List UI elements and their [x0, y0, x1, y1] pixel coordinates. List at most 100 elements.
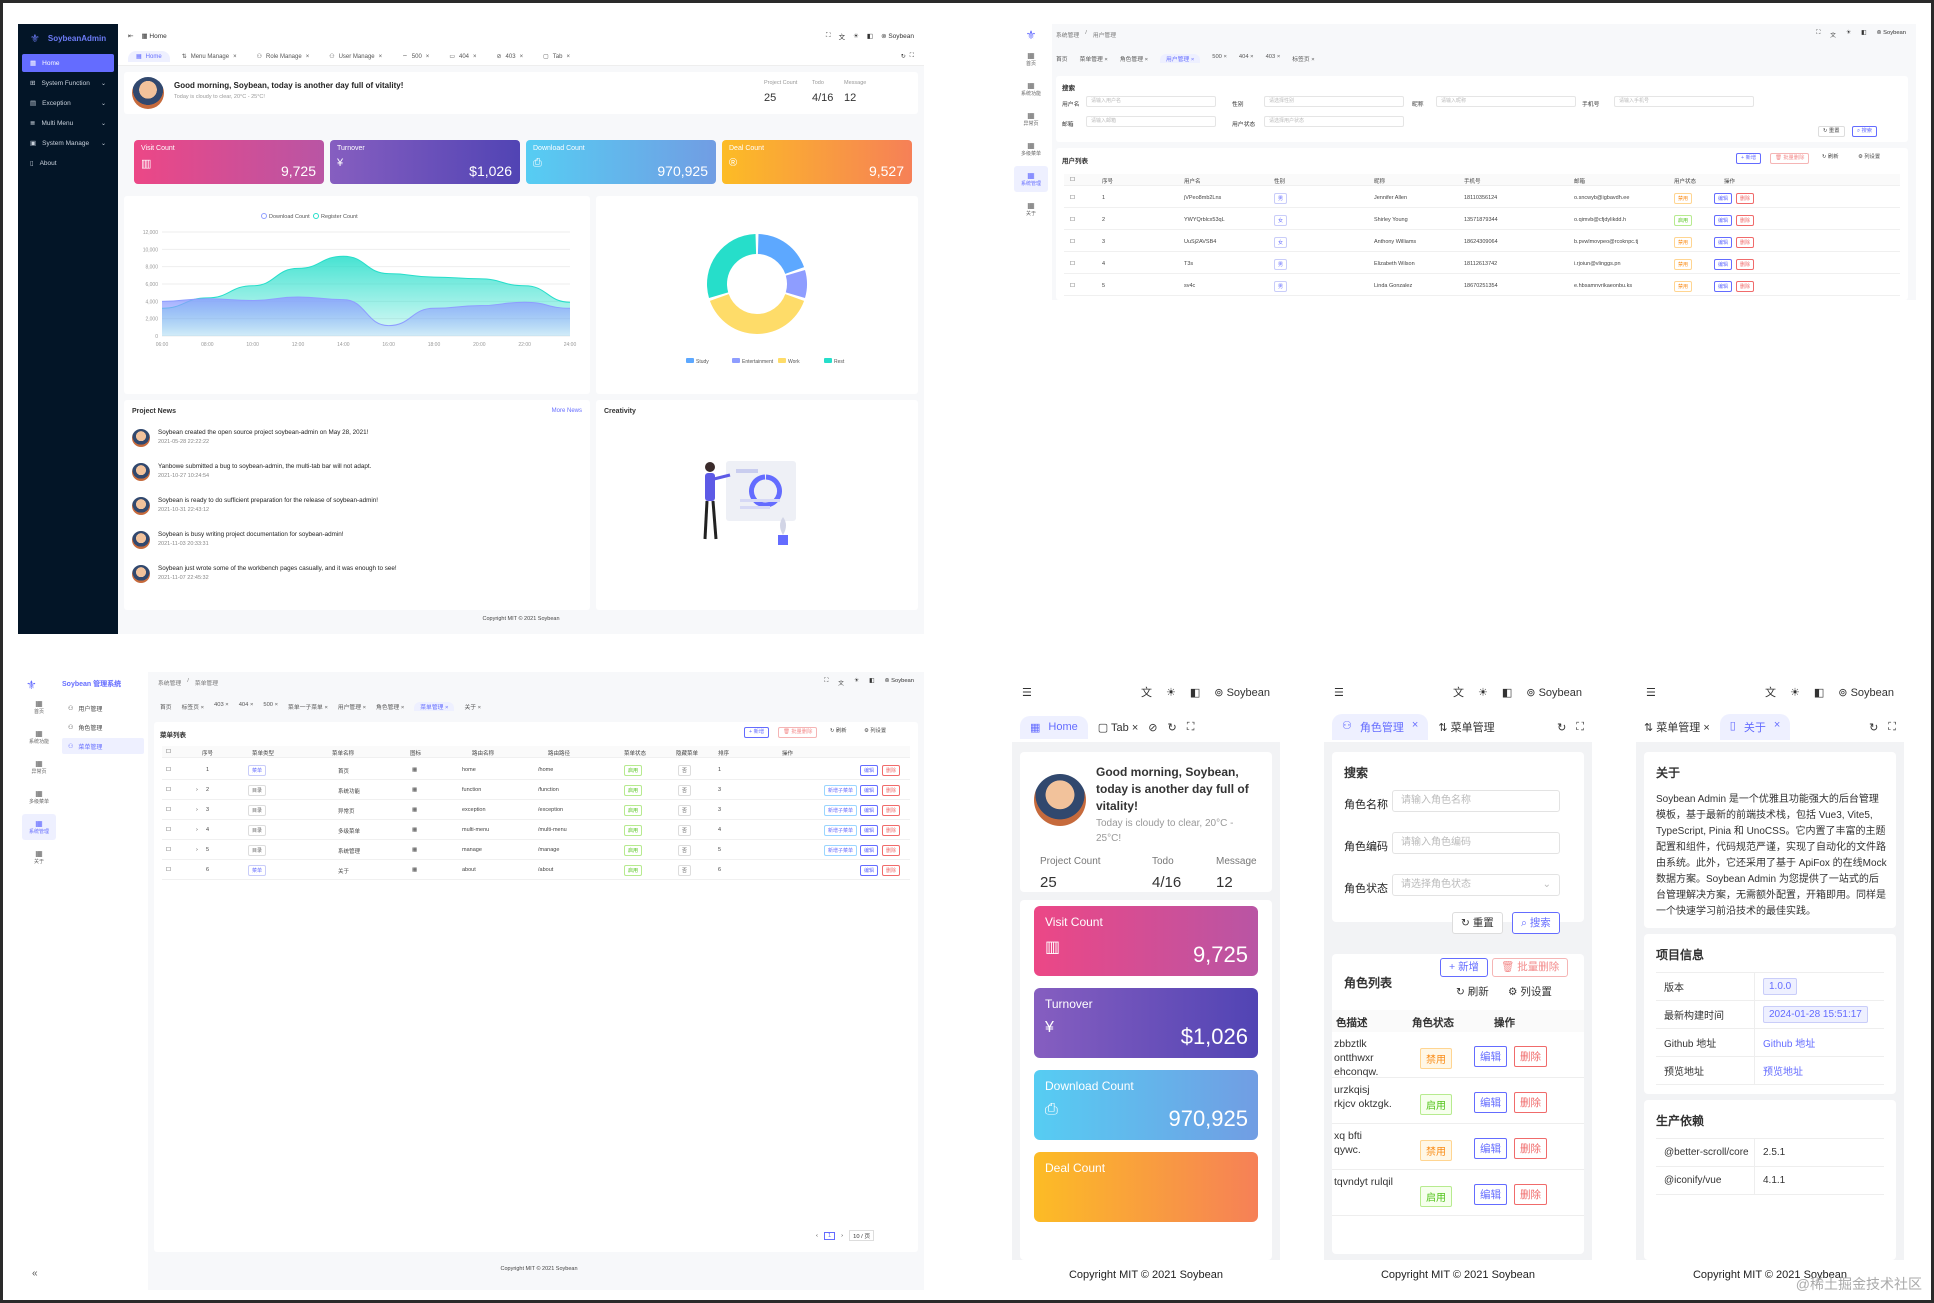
theme-config-icon[interactable]: ◧ — [869, 678, 875, 684]
translate-icon[interactable]: 文 — [1765, 687, 1776, 699]
add-button[interactable]: + 新增 — [744, 727, 770, 738]
collapse-sidebar-icon[interactable]: « — [32, 1268, 38, 1279]
delete-button[interactable]: 删除 — [1514, 1138, 1547, 1159]
breadcrumb-item[interactable]: 系统管理 — [158, 681, 182, 687]
batch-delete-button[interactable]: 🗑 批量删除 — [1492, 958, 1569, 977]
close-icon[interactable]: × — [322, 705, 328, 711]
delete-button[interactable]: 删除 — [882, 785, 901, 796]
pie-slice[interactable] — [709, 294, 805, 334]
add-child-button[interactable]: 新增子菜单 — [824, 845, 858, 856]
row-checkbox[interactable]: ☐ — [1070, 217, 1075, 223]
tab-403[interactable]: ⊘ 403 × — [496, 53, 524, 61]
search-button[interactable]: ⌕ 搜索 — [1512, 912, 1560, 934]
column-settings-button[interactable]: ⚙ 列设置 — [1854, 153, 1885, 164]
tab[interactable]: 403 × — [1266, 54, 1281, 63]
tab[interactable]: 标签页 × — [182, 702, 204, 711]
edit-button[interactable]: 编辑 — [1474, 1184, 1507, 1205]
user-menu[interactable]: ⊚ Soybean — [1876, 30, 1906, 36]
theme-icon[interactable]: ☀ — [1166, 686, 1176, 699]
theme-config-icon[interactable]: ◧ — [866, 33, 874, 40]
sidebar-item[interactable]: ▦ 异常页 — [1014, 106, 1048, 132]
close-icon[interactable]: × — [199, 705, 205, 711]
edit-button[interactable]: 编辑 — [860, 765, 879, 776]
row-checkbox[interactable]: ☐ — [166, 767, 171, 773]
legend-label[interactable]: Rest — [834, 359, 845, 365]
legend-label[interactable]: Download Count — [269, 214, 310, 220]
edit-button[interactable]: 编辑 — [860, 845, 879, 856]
translate-icon[interactable]: 文 — [1453, 687, 1464, 699]
tab-tab[interactable]: ▢ Tab × — [1097, 721, 1139, 734]
edit-button[interactable]: 编辑 — [860, 785, 879, 796]
menu-item-home[interactable]: ▦ Home — [22, 54, 114, 72]
column-settings-button[interactable]: ⚙ 列设置 — [1500, 984, 1560, 1003]
row-checkbox[interactable]: ☐ — [166, 807, 171, 813]
edit-button[interactable]: 编辑 — [1714, 259, 1733, 270]
tab[interactable]: 首页 — [160, 702, 172, 711]
search-button[interactable]: ⌕ 搜索 — [1852, 126, 1878, 137]
expand-icon[interactable]: › — [196, 787, 198, 793]
close-icon[interactable]: × — [1309, 57, 1315, 63]
breadcrumb-item[interactable]: 菜单管理 — [194, 681, 219, 687]
close-icon[interactable]: × — [1189, 57, 1195, 63]
add-child-button[interactable]: 新增子菜单 — [824, 825, 858, 836]
link[interactable]: 预览地址 — [1763, 1067, 1803, 1078]
tab[interactable]: 角色管理 × — [1120, 54, 1148, 63]
delete-button[interactable]: 删除 — [1736, 259, 1755, 270]
field-input[interactable]: 请输入手机号 — [1614, 96, 1754, 107]
add-child-button[interactable]: 新增子菜单 — [824, 805, 858, 816]
edit-button[interactable]: 编辑 — [1714, 193, 1733, 204]
theme-icon[interactable]: ☀ — [1845, 30, 1852, 36]
delete-button[interactable]: 删除 — [882, 865, 901, 876]
fullscreen-icon[interactable]: ⛶ — [824, 678, 829, 684]
role-status-select[interactable]: 请选择角色状态 ⌄ — [1392, 874, 1560, 896]
tab[interactable]: 标签页 × — [1292, 54, 1314, 63]
edit-button[interactable]: 编辑 — [1474, 1138, 1507, 1159]
more-news-link[interactable]: More News — [551, 408, 582, 414]
submenu-item[interactable]: ⚇ 角色管理 — [62, 719, 144, 735]
row-checkbox[interactable]: ☐ — [1070, 239, 1075, 245]
sidebar-item[interactable]: ▦ 系统管理 — [1014, 166, 1048, 192]
tab-menu-manage[interactable]: ⇅ Menu Manage × — [181, 53, 237, 61]
batch-delete-button[interactable]: 🗑 批量删除 — [1770, 153, 1810, 164]
next-page-icon[interactable]: › — [841, 1232, 844, 1239]
user-menu[interactable]: ⊚ Soybean — [884, 678, 914, 684]
field-input[interactable]: 请输入用户名 — [1086, 96, 1216, 107]
fullscreen-icon[interactable]: ⛶ — [1816, 30, 1821, 36]
menu-item-exception[interactable]: ▤ Exception ⌄ — [22, 94, 114, 112]
translate-icon[interactable]: 文 — [1830, 33, 1836, 39]
theme-icon[interactable]: ☀ — [1790, 686, 1800, 699]
sidebar-item[interactable]: ▦ 多级菜单 — [1014, 136, 1048, 162]
row-checkbox[interactable]: ☐ — [1070, 261, 1075, 267]
edit-button[interactable]: 编辑 — [1714, 215, 1733, 226]
breadcrumb-item[interactable]: 用户管理 — [1092, 33, 1117, 39]
legend-label[interactable]: Entertainment — [742, 359, 774, 365]
batch-delete-button[interactable]: 🗑 批量删除 — [778, 727, 818, 738]
tab-role-manage[interactable]: ⚇ 角色管理 × — [1332, 714, 1429, 740]
theme-config-icon[interactable]: ◧ — [1813, 686, 1825, 699]
close-icon[interactable]: × — [248, 702, 254, 708]
field-input[interactable]: 请输入昵称 — [1436, 96, 1576, 107]
close-icon[interactable]: × — [361, 705, 367, 711]
maximize-icon[interactable]: ⛶ — [1576, 720, 1584, 733]
tab[interactable]: 404 × — [1239, 54, 1254, 63]
expand-icon[interactable]: › — [196, 807, 198, 813]
tab[interactable]: 首页 — [1056, 54, 1068, 63]
maximize-icon[interactable]: ⛶ — [1186, 720, 1195, 733]
expand-icon[interactable]: › — [196, 827, 198, 833]
menu-toggle-icon[interactable]: ☰ — [1334, 686, 1344, 699]
sidebar-item[interactable]: ▦ 异常页 — [22, 754, 56, 780]
delete-button[interactable]: 删除 — [1514, 1184, 1547, 1205]
tab-role-manage[interactable]: ⚇ Role Manage × — [256, 53, 310, 61]
refresh-button[interactable]: ↻ 刷新 — [1818, 153, 1843, 164]
breadcrumb-item[interactable]: 系统管理 — [1056, 33, 1080, 39]
sidebar-item[interactable]: ▦ 首页 — [22, 694, 56, 720]
prev-page-icon[interactable]: ‹ — [816, 1232, 818, 1239]
field-input[interactable]: 请输入邮箱 — [1086, 116, 1216, 127]
edit-button[interactable]: 编辑 — [1714, 237, 1733, 248]
edit-button[interactable]: 编辑 — [1474, 1092, 1507, 1113]
role-name-input[interactable]: 请输入角色名称 — [1392, 790, 1560, 812]
user-menu[interactable]: ⊚ Soybean — [1526, 686, 1582, 699]
menu-item-multi-menu[interactable]: ≣ Multi Menu ⌄ — [22, 114, 114, 132]
sidebar-item[interactable]: ▦ 关于 — [22, 844, 56, 870]
close-icon[interactable]: × — [443, 705, 449, 711]
